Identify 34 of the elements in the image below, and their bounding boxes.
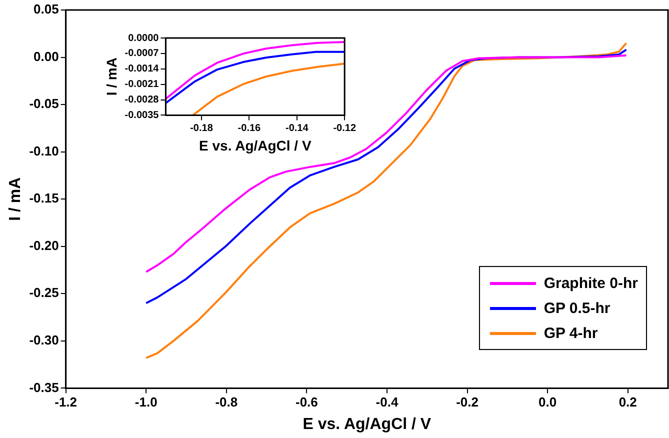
y-tick-label: 0.05 (34, 2, 59, 17)
x-tick-label: 0.0 (538, 394, 557, 410)
x-tick-label: -0.14 (286, 122, 309, 134)
y-tick-label: -0.30 (29, 332, 59, 348)
x-tick-label: -0.2 (456, 394, 478, 410)
legend-label: GP 4-hr (544, 325, 598, 342)
legend-label: GP 0.5-hr (544, 300, 610, 317)
y-tick-label: -0.0007 (124, 48, 160, 60)
y-tick-label: 0.0000 (128, 32, 160, 44)
x-tick-label: -1.0 (134, 394, 158, 410)
x-tick-label: -0.12 (333, 122, 356, 134)
x-axis-title: E vs. Ag/AgCl / V (302, 416, 432, 433)
y-tick-label: -0.05 (29, 96, 59, 112)
y-tick-label: 0.00 (34, 48, 59, 64)
x-tick-label: -0.4 (376, 394, 399, 410)
legend-label: Graphite 0-hr (544, 275, 638, 292)
y-tick-label: -0.20 (29, 238, 59, 253)
x-tick-label: -0.6 (295, 394, 318, 410)
x-tick-label: 0.2 (618, 394, 637, 410)
y-tick-label: -0.0021 (124, 79, 160, 90)
x-axis-title: E vs. Ag/AgCl / V (199, 137, 312, 154)
x-tick-label: -0.8 (215, 394, 238, 410)
y-tick-label: -0.0035 (124, 110, 160, 121)
y-tick-label: -0.0028 (124, 94, 160, 106)
x-tick-label: -0.16 (238, 122, 262, 134)
y-tick-label: -0.25 (29, 285, 59, 300)
y-tick-label: -0.35 (29, 380, 59, 395)
y-tick-label: -0.0014 (124, 64, 160, 75)
y-axis-title: I / mA (7, 176, 24, 221)
x-tick-label: -1.2 (54, 394, 78, 410)
y-tick-label: -0.15 (29, 190, 59, 206)
y-tick-label: -0.10 (29, 143, 59, 158)
x-tick-label: -0.18 (190, 122, 214, 134)
y-axis-title: I / mA (103, 58, 120, 96)
